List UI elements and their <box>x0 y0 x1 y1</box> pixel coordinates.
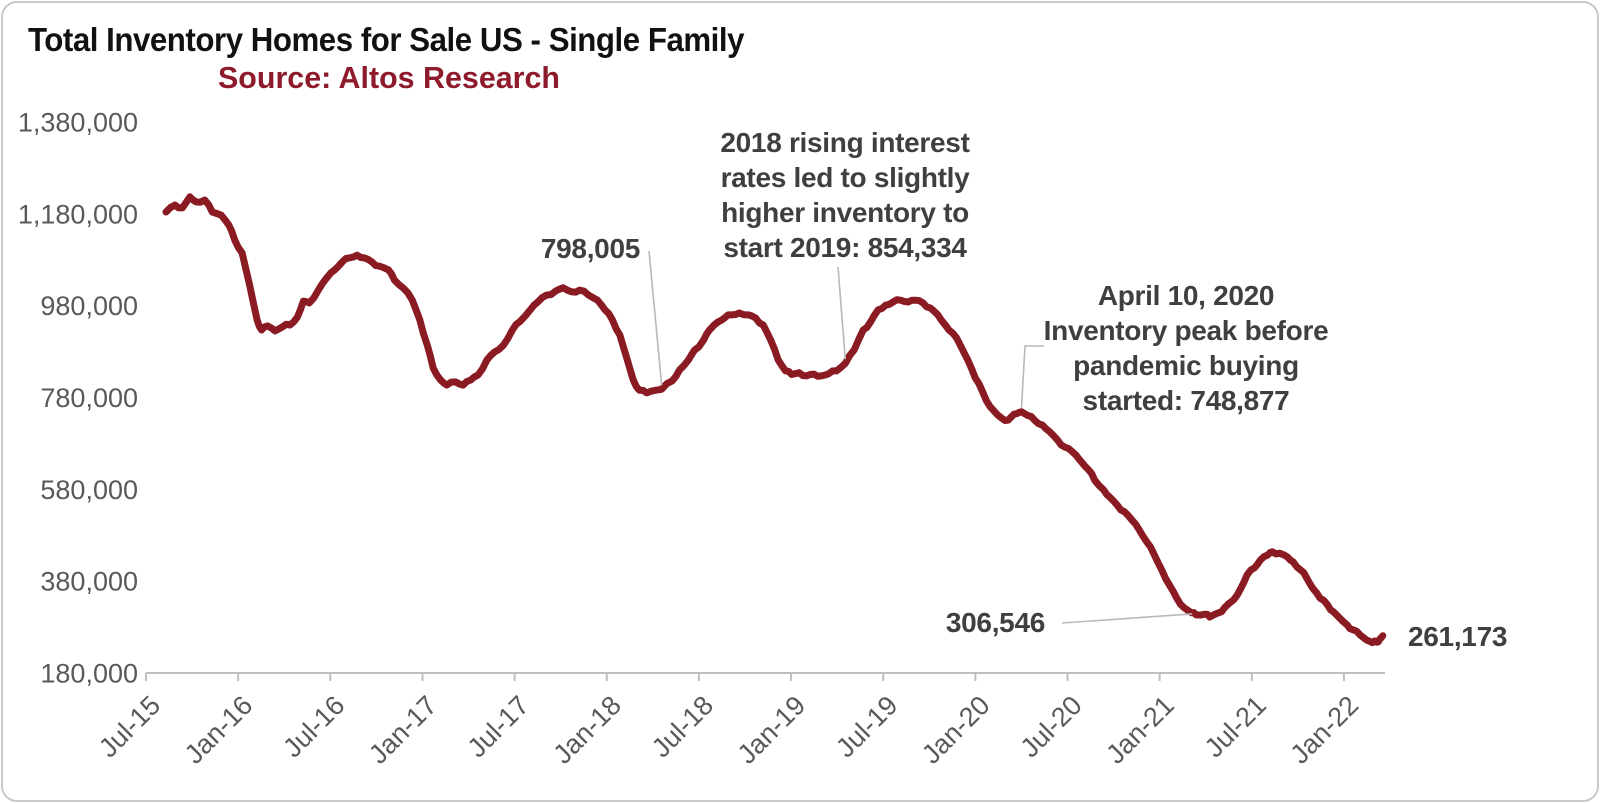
annotation-line: rates led to slightly <box>721 162 971 193</box>
x-axis-label: Jan-17 <box>363 690 443 770</box>
annotation-line: 798,005 <box>541 233 640 264</box>
y-axis-label: 380,000 <box>40 567 138 597</box>
annotation-callout-apr-2020 <box>1020 345 1044 408</box>
annotation-text-end-label: 261,173 <box>1408 621 1507 652</box>
x-axis-label: Jul-15 <box>93 690 166 763</box>
annotation-line: 306,546 <box>946 607 1045 638</box>
x-axis-label: Jul-18 <box>646 690 719 763</box>
x-axis-label: Jan-18 <box>547 690 627 770</box>
annotation-line: started: 748,877 <box>1083 385 1290 416</box>
annotation-text-low-2021: 306,546 <box>946 607 1045 638</box>
annotation-line: 2018 rising interest <box>720 127 969 158</box>
x-axis-label: Jan-22 <box>1285 690 1365 770</box>
x-axis-label: Jul-21 <box>1199 690 1272 763</box>
x-axis-label: Jan-21 <box>1100 690 1180 770</box>
annotation-line: start 2019: 854,334 <box>723 232 967 263</box>
inventory-line <box>162 193 1387 647</box>
annotation-callout-low-2021 <box>1061 613 1193 624</box>
annotation-callout-low-2018 <box>648 250 663 386</box>
x-axis-label: Jul-16 <box>277 690 350 763</box>
y-axis-label: 1,180,000 <box>18 199 138 229</box>
annotation-line: 261,173 <box>1408 621 1507 652</box>
chart-title: Total Inventory Homes for Sale US - Sing… <box>28 21 745 58</box>
annotation-line: higher inventory to <box>721 197 969 228</box>
x-axis-label: Jan-16 <box>179 690 259 770</box>
x-axis-label: Jul-17 <box>462 690 535 763</box>
y-axis-label: 980,000 <box>40 291 138 321</box>
annotation-text-low-2018: 798,005 <box>541 233 640 264</box>
y-axis-label: 780,000 <box>40 383 138 413</box>
annotation-text-apr-2020: April 10, 2020 Inventory peak before pande… <box>1044 280 1329 416</box>
x-axis-label: Jul-19 <box>830 690 903 763</box>
annotation-line: pandemic buying <box>1073 350 1299 381</box>
annotation-text-start-2019: 2018 rising interest rates led to slightl… <box>720 127 970 263</box>
plot-area: 1,380,000 1,180,000 980,000 780,000 580,000 3… <box>18 108 1508 770</box>
x-axis-label: Jul-20 <box>1015 690 1088 763</box>
chart-subtitle: Source: Altos Research <box>218 60 560 95</box>
x-axis-label: Jan-20 <box>916 690 996 770</box>
annotation-callout-start-2019 <box>837 266 847 360</box>
x-axis-label: Jan-19 <box>732 690 812 770</box>
y-axis-label: 580,000 <box>40 475 138 505</box>
y-axis-label: 180,000 <box>40 659 138 689</box>
y-axis-label: 1,380,000 <box>18 108 138 138</box>
annotation-line: Inventory peak before <box>1044 315 1329 346</box>
annotation-line: April 10, 2020 <box>1098 280 1274 311</box>
